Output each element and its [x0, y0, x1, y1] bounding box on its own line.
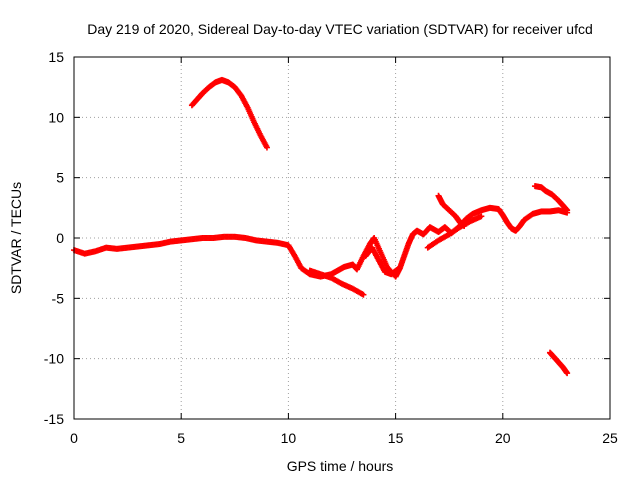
- y-axis-label: SDTVAR / TECUs: [8, 182, 24, 294]
- x-tick-label: 5: [177, 430, 185, 446]
- x-tick-label: 15: [388, 430, 404, 446]
- series-branch-b: [362, 244, 401, 278]
- y-tick-label: 0: [56, 230, 64, 246]
- y-tick-label: 10: [48, 109, 64, 125]
- y-tick-label: -15: [44, 411, 64, 427]
- series-branch-e: [531, 183, 571, 214]
- series-lower-segment: [546, 349, 571, 377]
- x-tick-label: 25: [602, 430, 618, 446]
- series-upper-arc: [188, 76, 270, 151]
- axes: 0 5 10 15 20 25 -15 -10 -5 0 5 10 15: [44, 49, 618, 446]
- x-tick-label: 20: [495, 430, 511, 446]
- y-tick-label: -10: [44, 351, 64, 367]
- y-tick-label: 5: [56, 170, 64, 186]
- y-tick-label: -5: [52, 290, 65, 306]
- y-tick-label: 15: [48, 49, 64, 65]
- x-tick-label: 10: [281, 430, 297, 446]
- series-branch-d: [424, 213, 485, 251]
- x-tick-label: 0: [70, 430, 78, 446]
- chart-title: Day 219 of 2020, Sidereal Day-to-day VTE…: [87, 21, 593, 37]
- series-branch-a: [306, 267, 367, 298]
- series-main-trace: [71, 204, 571, 280]
- x-axis-label: GPS time / hours: [287, 458, 394, 474]
- grid: [74, 57, 610, 419]
- data-layer: [71, 76, 571, 377]
